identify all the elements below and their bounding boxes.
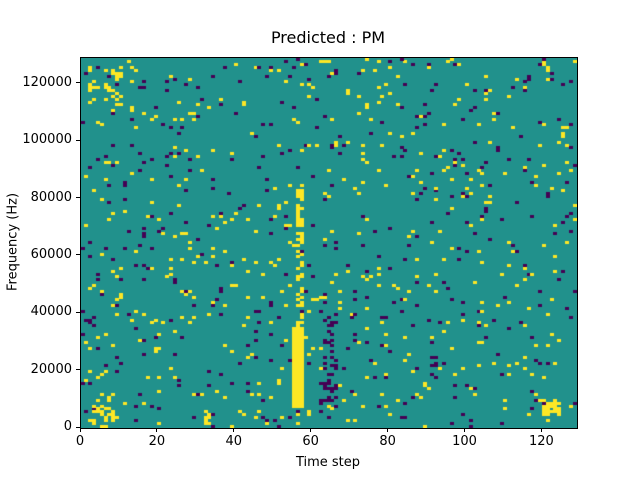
y-tick-mark: [76, 311, 80, 313]
y-tick-mark: [76, 139, 80, 141]
x-tick-label: 60: [302, 434, 319, 449]
chart-title: Predicted : PM: [270, 28, 386, 47]
y-tick-label: 80000: [30, 189, 72, 205]
x-tick-mark: [156, 428, 158, 432]
x-tick-mark: [463, 428, 465, 432]
x-tick-label: 40: [225, 434, 243, 449]
y-tick-label: 20000: [30, 361, 72, 377]
y-tick-label: 60000: [30, 246, 72, 262]
x-tick-mark: [310, 428, 312, 432]
x-axis-label: Time step: [295, 455, 361, 470]
y-tick-label: 120000: [22, 74, 72, 90]
x-tick-mark: [387, 428, 389, 432]
y-tick-mark: [76, 197, 80, 199]
y-tick-label: 100000: [22, 132, 72, 148]
x-tick-label: 80: [379, 434, 396, 449]
y-tick-mark: [76, 369, 80, 371]
y-tick-label: 40000: [30, 304, 72, 320]
x-tick-label: 20: [148, 434, 166, 449]
x-tick-label: 120: [528, 434, 554, 449]
x-tick-label: 100: [452, 434, 477, 449]
y-axis-label: Frequency (Hz): [5, 192, 21, 292]
x-tick-mark: [79, 428, 81, 432]
y-tick-label: 0: [63, 419, 72, 434]
heatmap-canvas: [81, 58, 577, 428]
x-tick-mark: [540, 428, 542, 432]
x-tick-mark: [233, 428, 235, 432]
y-tick-mark: [76, 426, 80, 428]
y-tick-mark: [76, 254, 80, 256]
y-tick-mark: [76, 82, 80, 84]
x-tick-label: 0: [75, 434, 85, 449]
plot-area: [80, 57, 578, 429]
